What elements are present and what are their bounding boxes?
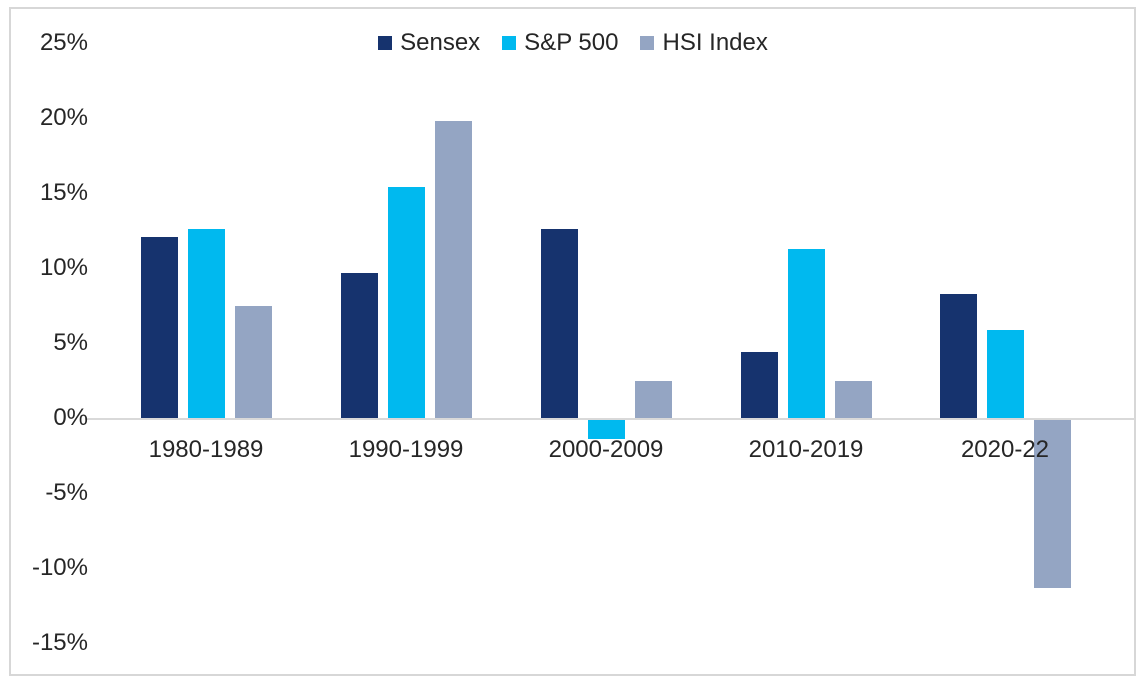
legend-item-hsi-index: HSI Index [640,29,768,56]
bar-hsi-index-2020-22 [1033,420,1071,588]
bar-sensex-1990-1999 [340,272,378,418]
y-tick-label: 0% [53,404,88,431]
bar-sensex-2020-22 [939,293,977,418]
x-axis-baseline [85,418,1135,420]
legend-item-s-p-500: S&P 500 [502,30,618,56]
x-tick-label: 2010-2019 [748,436,864,463]
y-tick-label: -10% [31,554,88,581]
bar-sensex-2010-2019 [740,352,778,418]
y-tick-label: 25% [39,29,88,56]
bar-hsi-index-2000-2009 [634,380,672,418]
bar-s-p-500-1990-1999 [387,187,425,418]
x-tick-label: 2000-2009 [548,436,664,463]
bar-sensex-2000-2009 [540,229,578,418]
legend-label-hsi-index: HSI Index [662,29,768,56]
chart-border-frame [9,7,1136,676]
bar-s-p-500-2020-22 [986,329,1024,418]
x-tick-label: 2020-22 [960,436,1050,463]
legend-label-sensex: Sensex [400,29,481,56]
x-tick-label: 1980-1989 [148,436,264,463]
legend-marker-s-p-500-icon [502,36,517,50]
y-tick-label: 5% [53,329,88,356]
bar-hsi-index-2010-2019 [834,380,872,418]
legend-item-sensex: Sensex [378,30,480,56]
y-tick-label: -15% [31,629,88,656]
legend-marker-hsi-index-icon [640,36,655,50]
legend-marker-sensex-icon [378,36,393,50]
chart-legend: Sensex S&P 500 HSI Index [0,30,1146,56]
bar-s-p-500-1980-1989 [187,229,225,418]
bar-sensex-1980-1989 [140,236,178,418]
bar-s-p-500-2010-2019 [787,248,825,418]
x-tick-label: 1990-1999 [348,436,464,463]
y-tick-label: 20% [39,104,88,131]
bar-s-p-500-2000-2009 [587,420,625,439]
y-tick-label: -5% [45,479,88,506]
bar-hsi-index-1990-1999 [434,121,472,418]
legend-label-s-p-500: S&P 500 [524,29,619,56]
bar-hsi-index-1980-1989 [234,305,272,418]
y-tick-label: 15% [39,179,88,206]
y-tick-label: 10% [39,254,88,281]
